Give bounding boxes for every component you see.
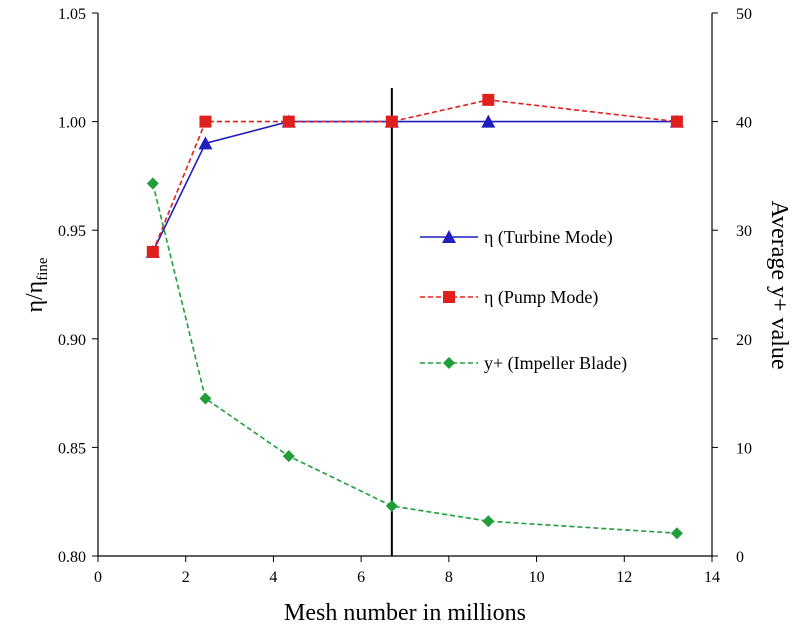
x-tick-label: 4 <box>269 569 277 586</box>
y-tick-label: 0.80 <box>58 549 86 566</box>
x-tick-label: 2 <box>182 569 190 586</box>
series-0-point-1 <box>198 136 213 150</box>
x-axis-title: Mesh number in millions <box>284 600 526 626</box>
y2-tick-label: 50 <box>736 6 752 23</box>
y-tick-label: 0.85 <box>58 440 86 457</box>
legend-marker-yplus <box>443 357 455 369</box>
y-axis-title-main: η/η <box>22 281 48 313</box>
y-tick-label: 0.90 <box>58 332 86 349</box>
y-tick-label: 0.95 <box>58 223 86 240</box>
series-0-point-4 <box>481 114 496 128</box>
legend-marker-pump <box>443 291 455 303</box>
series-1-point-0 <box>146 245 159 258</box>
y-axis-title-sub: fine <box>35 257 51 281</box>
y-tick-label: 1.00 <box>58 115 86 132</box>
y-ticks-right: 0 10 20 30 40 50 <box>712 6 752 566</box>
y-axis-title-right: Average y+ value <box>766 200 792 369</box>
series-1-point-2 <box>282 115 295 128</box>
x-tick-label: 8 <box>445 569 453 586</box>
series-1-point-1 <box>199 115 212 128</box>
series-2-point-1 <box>199 392 212 405</box>
y2-tick-label: 30 <box>736 223 752 240</box>
x-tick-label: 6 <box>357 569 365 586</box>
x-tick-label: 10 <box>529 569 545 586</box>
y2-tick-label: 20 <box>736 332 752 349</box>
x-tick-label: 14 <box>704 569 720 586</box>
x-tick-label: 12 <box>616 569 632 586</box>
series-1-point-3 <box>385 115 398 128</box>
series-line-2 <box>152 183 677 534</box>
series-2-point-0 <box>146 177 159 190</box>
legend-label-pump: η (Pump Mode) <box>484 287 598 308</box>
y-ticks-left: 0.80 0.85 0.90 0.95 1.00 1.05 <box>58 6 98 566</box>
legend-marker-turbine <box>442 230 456 243</box>
y2-tick-label: 10 <box>736 440 752 457</box>
legend-label-turbine: η (Turbine Mode) <box>484 227 613 248</box>
legend-label-yplus: y+ (Impeller Blade) <box>484 353 627 374</box>
series-line-1 <box>152 99 677 253</box>
series-2-point-4 <box>482 515 495 528</box>
series-layer <box>145 93 684 540</box>
legend: η (Turbine Mode) η (Pump Mode) y+ (Impel… <box>420 227 627 374</box>
series-2-point-2 <box>282 450 295 463</box>
series-2-point-3 <box>385 500 398 513</box>
series-1-point-5 <box>670 115 683 128</box>
y2-tick-label: 0 <box>736 549 744 566</box>
series-2-point-5 <box>670 527 683 540</box>
y-axis-title-left: η/ηfine <box>22 257 51 312</box>
series-1-point-4 <box>482 93 495 106</box>
y2-tick-label: 40 <box>736 115 752 132</box>
y-tick-label: 1.05 <box>58 6 86 23</box>
x-tick-label: 0 <box>94 569 102 586</box>
x-ticks: 0 2 4 6 8 10 12 14 <box>94 556 720 586</box>
